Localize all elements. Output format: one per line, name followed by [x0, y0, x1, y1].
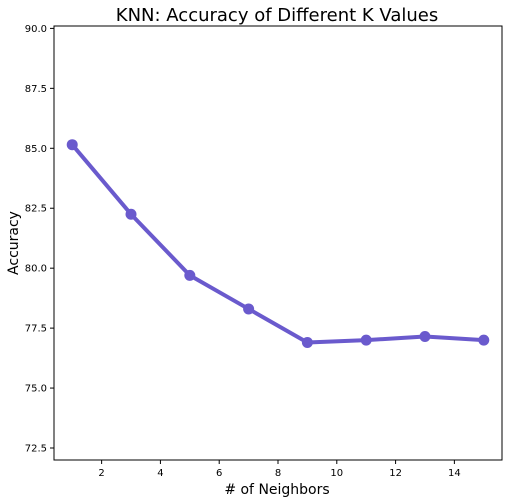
data-point — [301, 337, 313, 349]
y-axis: 72.5 75.0 77.5 80.0 82.5 85.0 87.5 90.0 — [25, 24, 54, 455]
x-tick-label: 6 — [216, 468, 222, 479]
y-tick-label: 77.5 — [25, 324, 47, 335]
data-point — [125, 208, 137, 220]
chart-title: KNN: Accuracy of Different K Values — [116, 5, 438, 26]
x-tick-label: 14 — [448, 468, 461, 479]
y-tick-label: 85.0 — [25, 144, 47, 155]
x-axis-label: # of Neighbors — [224, 482, 329, 498]
x-tick-label: 10 — [330, 468, 343, 479]
data-point — [66, 139, 78, 151]
y-tick-label: 72.5 — [25, 444, 47, 455]
y-axis-label: Accuracy — [6, 211, 22, 275]
data-point — [419, 331, 431, 343]
series-layer — [66, 139, 490, 349]
y-tick-label: 90.0 — [25, 24, 47, 35]
x-tick-label: 8 — [275, 468, 281, 479]
data-point — [360, 334, 372, 346]
series-line — [70, 142, 486, 345]
data-point — [478, 334, 490, 346]
data-point — [184, 269, 196, 281]
data-point — [243, 303, 255, 315]
y-tick-label: 80.0 — [25, 264, 47, 275]
x-tick-label: 2 — [98, 468, 104, 479]
y-tick-label: 82.5 — [25, 204, 47, 215]
y-tick-label: 75.0 — [25, 384, 47, 395]
y-tick-label: 87.5 — [25, 84, 47, 95]
x-tick-label: 4 — [157, 468, 163, 479]
x-tick-label: 12 — [389, 468, 402, 479]
plot-area — [53, 25, 503, 461]
x-axis: 2 4 6 8 10 12 14 — [98, 460, 461, 479]
